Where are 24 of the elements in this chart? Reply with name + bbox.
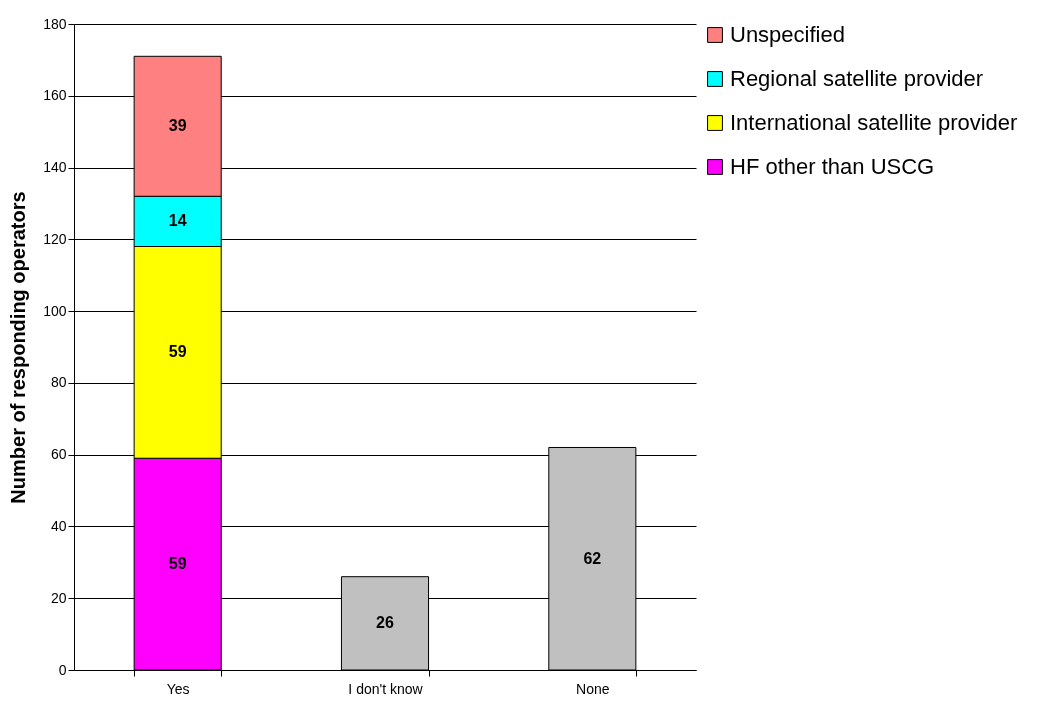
data-label: 59 [168,555,187,573]
legend-label: Regional satellite provider [730,66,984,91]
data-label: 26 [376,614,394,632]
y-tick-label: 20 [50,589,67,606]
y-tick-label: 140 [43,159,67,176]
y-tick-label: 180 [43,15,67,32]
y-tick-label: 40 [50,517,67,534]
legend-label: HF other than USCG [730,154,935,179]
y-tick-label: 80 [50,374,67,391]
y-tick-label: 120 [43,230,67,247]
x-tick-label: None [576,680,610,697]
x-tick-label: I don't know [348,680,424,697]
data-label: 62 [583,549,602,567]
data-label: 14 [168,212,187,230]
data-label: 39 [168,117,187,135]
y-tick-label: 0 [58,661,67,678]
y-tick-label: 60 [50,446,67,463]
x-tick-label: Yes [166,680,190,697]
y-tick-label: 100 [43,302,67,319]
legend-label: International satellite provider [730,110,1018,135]
y-axis-title: Number of responding operators [7,191,30,504]
data-label: 59 [168,343,187,361]
legend-label: Unspecified [730,22,845,47]
y-tick-label: 160 [43,87,67,104]
